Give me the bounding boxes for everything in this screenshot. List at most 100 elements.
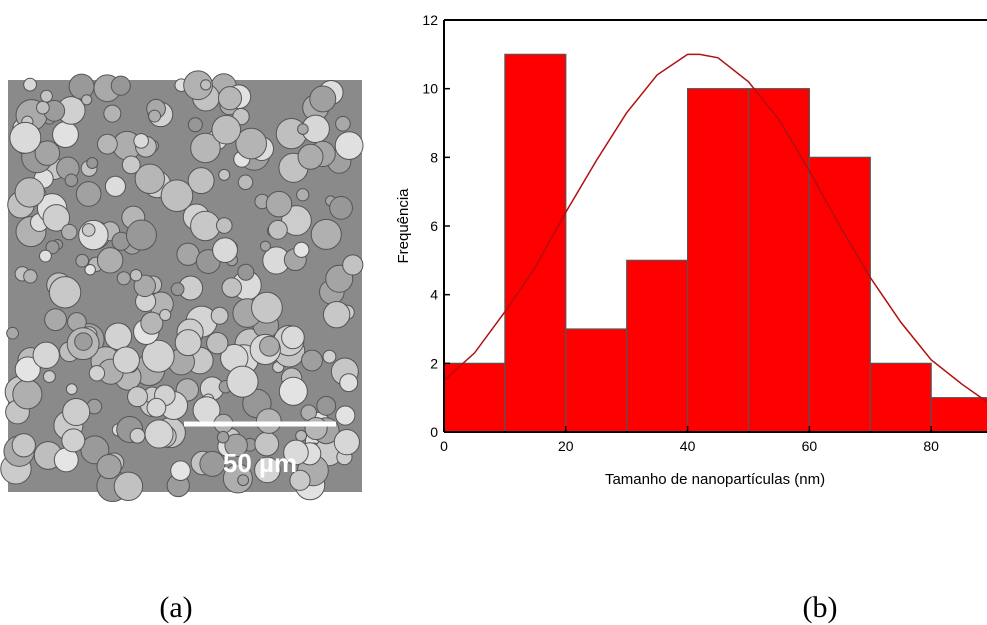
bar xyxy=(505,54,566,432)
particle xyxy=(171,461,191,481)
particle xyxy=(298,124,309,135)
bar xyxy=(870,363,931,432)
particle xyxy=(128,387,148,407)
particle xyxy=(336,116,351,131)
y-tick-label: 0 xyxy=(430,424,438,440)
particle xyxy=(311,219,341,249)
particle xyxy=(302,350,323,371)
particle xyxy=(113,347,139,373)
particle xyxy=(340,374,358,392)
particle xyxy=(130,270,141,281)
panel-label: (a) xyxy=(159,591,192,624)
particle xyxy=(15,178,44,207)
scale-bar-label: 50 µm xyxy=(223,448,297,478)
particle xyxy=(53,122,79,148)
particle xyxy=(97,248,122,273)
particle xyxy=(212,115,241,144)
particle xyxy=(268,220,287,239)
particle xyxy=(66,384,77,395)
y-tick-label: 2 xyxy=(430,355,438,371)
particle xyxy=(188,118,202,132)
particle xyxy=(298,144,323,169)
y-tick-label: 4 xyxy=(430,287,438,303)
particle xyxy=(252,292,283,323)
particle xyxy=(104,105,121,122)
particle xyxy=(323,350,336,363)
particle xyxy=(323,301,349,327)
particle xyxy=(260,241,270,251)
particle xyxy=(39,250,51,262)
particle xyxy=(82,224,95,237)
particle xyxy=(217,431,229,443)
particle xyxy=(37,101,50,114)
particle xyxy=(134,134,149,149)
particle xyxy=(105,323,132,350)
particle xyxy=(82,95,92,105)
particle xyxy=(45,309,67,331)
particle xyxy=(201,80,211,90)
particle xyxy=(97,134,117,154)
particle xyxy=(89,366,104,381)
x-tick-label: 80 xyxy=(923,438,939,454)
particle xyxy=(200,451,225,476)
x-tick-label: 0 xyxy=(440,438,448,454)
y-tick-label: 8 xyxy=(430,149,438,165)
particle xyxy=(13,380,42,409)
particle xyxy=(49,277,80,308)
particle xyxy=(147,398,166,417)
particle xyxy=(336,406,355,425)
particle xyxy=(69,74,94,99)
bar xyxy=(688,89,749,432)
bar xyxy=(809,157,870,432)
x-tick-label: 40 xyxy=(680,438,696,454)
particle xyxy=(171,283,184,296)
particle xyxy=(87,158,98,169)
particle xyxy=(279,377,307,405)
particle xyxy=(62,224,77,239)
particle xyxy=(260,336,280,356)
particle xyxy=(161,180,193,212)
particle xyxy=(130,428,145,443)
particle xyxy=(317,396,336,415)
particle xyxy=(207,333,228,354)
y-tick-label: 10 xyxy=(422,81,438,97)
particle xyxy=(266,191,291,216)
particle xyxy=(43,371,55,383)
particle xyxy=(330,196,353,219)
bar xyxy=(931,398,987,432)
particle xyxy=(122,156,140,174)
particle xyxy=(238,264,254,280)
particle xyxy=(297,189,309,201)
particle xyxy=(213,238,238,263)
particle xyxy=(294,242,309,257)
x-tick-label: 60 xyxy=(802,438,818,454)
particle xyxy=(238,175,252,189)
particle xyxy=(177,243,199,265)
x-axis-label: Tamanho de nanopartículas (nm) xyxy=(605,471,825,488)
particle xyxy=(10,122,41,153)
particle xyxy=(41,90,53,102)
particle xyxy=(7,327,19,339)
particle xyxy=(65,174,78,187)
particle xyxy=(105,176,125,196)
particle xyxy=(24,270,37,283)
particle xyxy=(12,434,35,457)
plot-area xyxy=(444,54,987,432)
particle xyxy=(117,272,130,285)
y-tick-label: 6 xyxy=(430,218,438,234)
bar xyxy=(627,260,688,432)
panel-label: (b) xyxy=(803,591,838,624)
y-axis-label: Frequência xyxy=(395,188,412,264)
particle xyxy=(335,132,363,160)
particle xyxy=(24,78,37,91)
particle xyxy=(111,76,130,95)
bar xyxy=(748,89,809,432)
particle xyxy=(33,342,59,368)
particle xyxy=(76,254,89,267)
particle xyxy=(211,307,228,324)
particle xyxy=(222,278,242,298)
y-tick-label: 12 xyxy=(422,12,438,28)
particle xyxy=(75,333,92,350)
particle xyxy=(175,330,201,356)
particle xyxy=(310,86,336,112)
